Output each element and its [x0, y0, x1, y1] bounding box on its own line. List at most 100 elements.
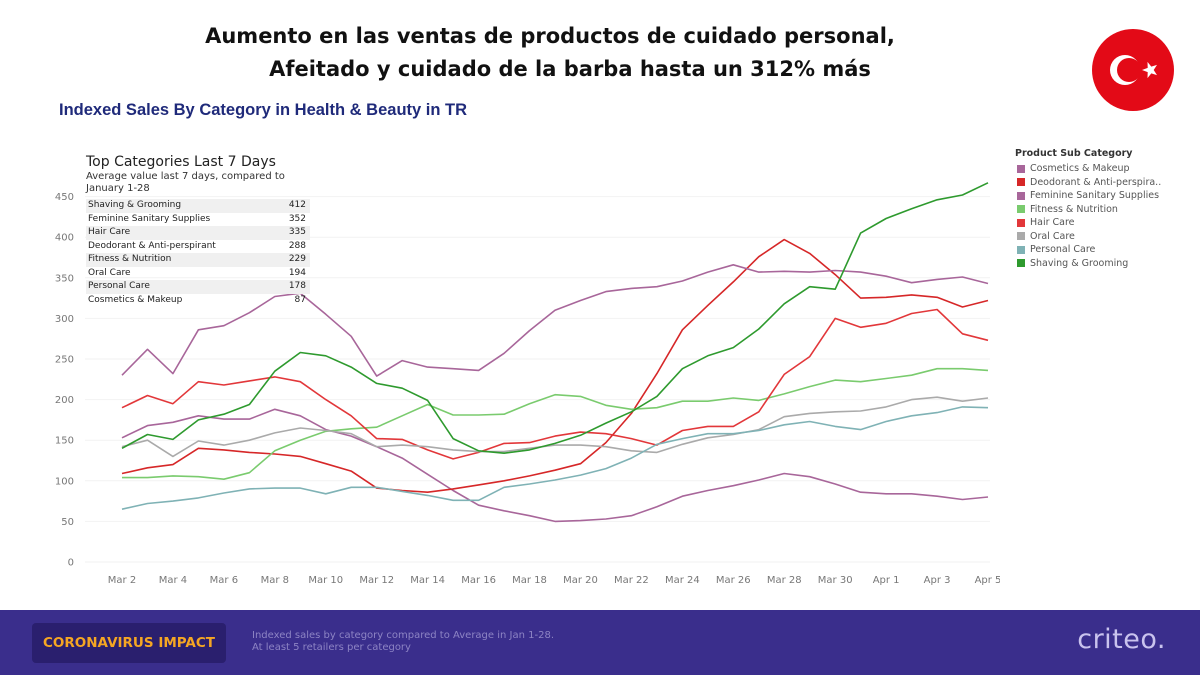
x-tick-label: Mar 28: [767, 575, 802, 586]
top-category-row: Hair Care 335: [86, 226, 310, 240]
legend-item: Personal Care: [1015, 243, 1161, 257]
top-category-row: Shaving & Grooming 412: [86, 199, 310, 213]
legend-item: Fitness & Nutrition: [1015, 203, 1161, 217]
x-tick-label: Apr 1: [873, 575, 900, 586]
top-category-row: Personal Care 178: [86, 280, 310, 294]
top-category-value: 288: [288, 240, 306, 251]
x-tick-label: Mar 2: [108, 575, 136, 586]
y-gridlines: [85, 196, 990, 563]
top-category-value: 335: [288, 227, 306, 237]
x-tick-label: Mar 30: [818, 575, 853, 586]
series-line-personal-care: [121, 406, 989, 510]
top-category-value: 87: [294, 294, 306, 305]
legend-label: Deodorant & Anti-perspira..: [1030, 176, 1162, 188]
top-categories-list: Shaving & Grooming 412 Feminine Sanitary S…: [86, 199, 310, 307]
series-line-oral-care: [121, 396, 989, 458]
y-tick-label: 450: [55, 192, 74, 203]
x-tick-label: Mar 16: [461, 575, 496, 586]
top-category-value: 178: [288, 281, 306, 291]
legend-item: Shaving & Grooming: [1015, 257, 1161, 271]
footer-bar: CORONAVIRUS IMPACT Indexed sales by cate…: [0, 610, 1200, 675]
legend-label: Hair Care: [1030, 217, 1075, 228]
y-tick-label: 50: [61, 517, 74, 528]
y-tick-label: 400: [55, 233, 74, 244]
top-category-value: 412: [288, 200, 306, 210]
legend-label: Cosmetics & Makeup: [1030, 163, 1130, 174]
headline-line-1: Aumento en las ventas de productos de cu…: [205, 24, 895, 48]
x-axis-ticks: Mar 2 Mar 4 Mar 6 Mar 8 Mar 10 Mar 12 Mar 14 Ma…: [108, 575, 1000, 586]
legend-swatch: [1017, 259, 1025, 268]
y-tick-label: 0: [68, 558, 74, 569]
legend-item: Oral Care: [1015, 230, 1161, 244]
x-tick-label: Mar 10: [308, 575, 343, 586]
top-category-name: Personal Care: [88, 281, 150, 291]
top-categories-title: Top Categories Last 7 Days: [86, 154, 276, 170]
x-tick-label: Mar 20: [563, 575, 598, 586]
top-category-name: Fitness & Nutrition: [88, 254, 172, 264]
legend-items: Cosmetics & Makeup Deodorant & Anti-persp…: [1015, 162, 1161, 270]
y-axis-ticks: 0 50 100 150 200 250 300 350 400 450: [55, 192, 74, 568]
x-tick-label: Mar 12: [359, 575, 394, 586]
y-tick-label: 250: [55, 355, 74, 366]
legend-swatch: [1017, 218, 1025, 227]
series-line-fitness-nutrition: [122, 367, 989, 481]
legend-item: Hair Care: [1015, 216, 1161, 230]
top-category-row: Oral Care 194: [86, 267, 310, 281]
legend-item: Feminine Sanitary Supplies: [1015, 189, 1161, 203]
turkey-flag-icon: [1092, 29, 1174, 111]
legend-item: Cosmetics & Makeup: [1015, 162, 1161, 176]
footer-note-line-2: At least 5 retailers per category: [252, 642, 411, 653]
series-line-shaving-grooming: [121, 182, 989, 455]
series-line-deodorant-anti-perspirant: [121, 238, 989, 494]
top-category-row: Cosmetics & Makeup 87: [86, 294, 310, 308]
top-category-name: Feminine Sanitary Supplies: [88, 213, 211, 224]
y-tick-label: 350: [55, 273, 74, 284]
top-categories-box: Top Categories Last 7 Days Average value…: [86, 154, 310, 307]
legend-label: Fitness & Nutrition: [1030, 203, 1118, 215]
top-category-value: 229: [288, 254, 306, 264]
x-tick-label: Mar 18: [512, 575, 547, 586]
legend-swatch: [1017, 245, 1025, 254]
y-tick-label: 150: [55, 436, 74, 447]
x-tick-label: Apr 3: [924, 575, 951, 586]
x-tick-label: Mar 8: [261, 575, 289, 586]
x-tick-label: Mar 22: [614, 575, 649, 586]
x-tick-label: Mar 26: [716, 575, 751, 586]
legend-title: Product Sub Category: [1015, 148, 1133, 159]
top-category-value: 352: [288, 213, 306, 224]
legend-swatch: [1017, 205, 1025, 214]
footer-note-line-1: Indexed sales by category compared to Av…: [252, 630, 555, 641]
top-category-row: Fitness & Nutrition 229: [86, 253, 310, 267]
x-tick-label: Mar 4: [159, 575, 187, 586]
chart-subtitle: Indexed Sales By Category in Health & Be…: [59, 101, 468, 119]
coronavirus-impact-badge: CORONAVIRUS IMPACT: [32, 623, 226, 663]
top-category-name: Shaving & Grooming: [88, 200, 182, 210]
criteo-logo: criteo.: [1077, 624, 1166, 655]
y-tick-label: 100: [55, 476, 74, 487]
top-category-value: 194: [288, 267, 306, 278]
legend-label: Feminine Sanitary Supplies: [1030, 190, 1160, 201]
footer-note: Indexed sales by category compared to Av…: [252, 630, 554, 654]
x-tick-label: Mar 14: [410, 575, 445, 586]
legend-swatch: [1017, 178, 1025, 187]
headline: Aumento en las ventas de productos de cu…: [120, 20, 980, 86]
top-category-name: Deodorant & Anti-perspirant: [88, 240, 216, 251]
top-category-name: Oral Care: [88, 267, 131, 278]
headline-line-2: Afeitado y cuidado de la barba hasta un …: [269, 57, 871, 81]
y-tick-label: 200: [55, 395, 74, 406]
legend-swatch: [1017, 232, 1025, 241]
top-category-name: Hair Care: [88, 227, 131, 237]
legend-label: Oral Care: [1030, 230, 1075, 242]
x-tick-label: Mar 6: [210, 575, 238, 586]
x-tick-label: Mar 24: [665, 575, 700, 586]
x-tick-label: Apr 5: [975, 575, 1000, 586]
legend-item: Deodorant & Anti-perspira..: [1015, 176, 1161, 190]
legend-label: Shaving & Grooming: [1030, 257, 1129, 269]
y-tick-label: 300: [55, 314, 74, 325]
legend-swatch: [1017, 164, 1025, 173]
top-category-row: Deodorant & Anti-perspirant 288: [86, 240, 310, 254]
top-categories-subtitle: Average value last 7 days, compared to J…: [86, 171, 285, 194]
legend: Product Sub Category Cosmetics & Makeup D…: [1015, 148, 1161, 270]
legend-swatch: [1017, 191, 1025, 200]
